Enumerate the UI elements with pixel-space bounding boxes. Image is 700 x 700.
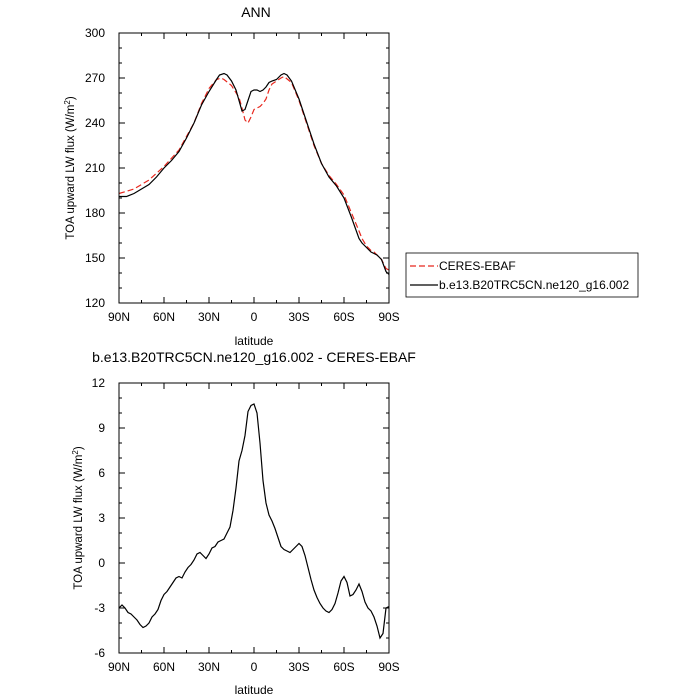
bottom-y-tick-label: -3	[94, 601, 105, 615]
legend: CERES-EBAF b.e13.B20TRC5CN.ne120_g16.002	[405, 252, 639, 298]
bottom-chart: b.e13.B20TRC5CN.ne120_g16.002 - CERES-EB…	[71, 349, 416, 697]
top-x-tick-label: 60N	[153, 310, 175, 324]
top-series-line-1	[119, 72, 390, 275]
bottom-x-tick-label: 30N	[198, 660, 220, 674]
top-x-tick-label: 90N	[108, 310, 130, 324]
bottom-x-tick-label: 30S	[288, 660, 309, 674]
bottom-chart-series	[118, 403, 390, 640]
top-x-tick-label: 0	[251, 310, 258, 324]
top-chart-frame	[118, 32, 390, 304]
bottom-chart-axes: 90N 60N 30N 0 30S 60S 90S -6 -3 0 3 6 9 12	[92, 376, 400, 674]
bottom-x-tick-label: 60N	[153, 660, 175, 674]
bottom-chart-title: b.e13.B20TRC5CN.ne120_g16.002 - CERES-EB…	[92, 349, 416, 365]
top-chart-xlabel: latitude	[235, 334, 274, 348]
top-chart-ylabel-end: )	[65, 96, 77, 100]
top-x-tick-label: 30N	[198, 310, 220, 324]
top-y-tick-label: 270	[85, 71, 105, 85]
top-x-tick-label: 90S	[378, 310, 399, 324]
bottom-y-tick-label: 0	[98, 556, 105, 570]
legend-box	[405, 252, 639, 298]
bottom-y-tick-label: 3	[98, 511, 105, 525]
bottom-chart-ylabel-end: )	[73, 446, 85, 450]
legend-label-model: b.e13.B20TRC5CN.ne120_g16.002	[439, 278, 629, 292]
top-y-tick-label: 300	[85, 26, 105, 40]
top-chart-axes: 90N 60N 30N 0 30S 60S 90S 120 150 180 210 240 270 300	[85, 26, 400, 324]
bottom-chart-ylabel: TOA upward LW flux (W/m2)	[71, 446, 85, 590]
bottom-y-tick-label: 6	[98, 466, 105, 480]
top-y-tick-label: 240	[85, 116, 105, 130]
top-chart: ANN 90N 60N 30N 0 30S 60S 90S 120 150 180 210 240 27…	[63, 4, 639, 348]
bottom-chart-frame	[118, 382, 390, 654]
bottom-x-tick-label: 90S	[378, 660, 399, 674]
bottom-chart-ylabel-sup: 2	[71, 450, 80, 455]
bottom-x-tick-label: 0	[251, 660, 258, 674]
top-chart-ylabel: TOA upward LW flux (W/m2)	[63, 96, 77, 240]
top-x-tick-label: 60S	[333, 310, 354, 324]
top-y-tick-label: 120	[85, 296, 105, 310]
legend-label-ceres: CERES-EBAF	[439, 259, 516, 273]
bottom-y-tick-label: 12	[92, 376, 106, 390]
bottom-series-line-0	[118, 403, 390, 640]
bottom-chart-ylabel-main: TOA upward LW flux (W/m	[73, 455, 85, 590]
top-y-tick-label: 150	[85, 251, 105, 265]
bottom-y-tick-label: -6	[94, 646, 105, 660]
top-chart-ylabel-sup: 2	[63, 100, 72, 105]
bottom-y-tick-label: 9	[98, 421, 105, 435]
top-chart-title: ANN	[241, 4, 271, 20]
top-chart-series	[118, 72, 390, 275]
bottom-x-tick-label: 90N	[108, 660, 130, 674]
top-y-tick-label: 210	[85, 161, 105, 175]
bottom-chart-xlabel: latitude	[235, 683, 274, 697]
top-x-tick-label: 30S	[288, 310, 309, 324]
top-series-line-0	[118, 75, 390, 271]
top-chart-ylabel-main: TOA upward LW flux (W/m	[65, 105, 77, 240]
bottom-x-tick-label: 60S	[333, 660, 354, 674]
top-y-tick-label: 180	[85, 206, 105, 220]
